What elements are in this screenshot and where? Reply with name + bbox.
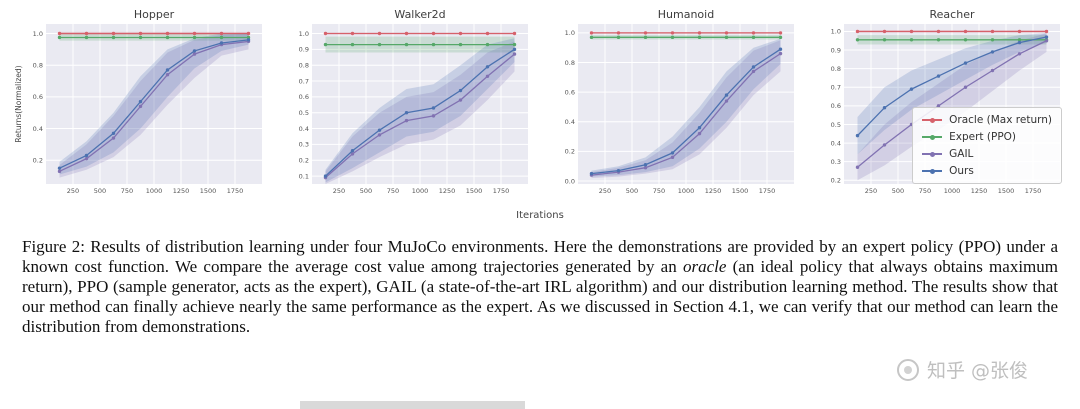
svg-text:Hopper: Hopper <box>134 8 175 21</box>
svg-text:500: 500 <box>626 187 638 195</box>
svg-text:750: 750 <box>387 187 399 195</box>
x-axis-label: Iterations <box>516 210 564 221</box>
svg-text:750: 750 <box>121 187 133 195</box>
svg-text:1500: 1500 <box>732 187 749 195</box>
svg-text:Humanoid: Humanoid <box>658 8 714 21</box>
caption-italic-oracle: oracle <box>682 257 727 276</box>
caption-text-2: (an ideal policy that always obtains max… <box>22 257 1058 336</box>
legend-line-sample-expert <box>922 134 943 140</box>
svg-text:1250: 1250 <box>971 187 988 195</box>
svg-text:Walker2d: Walker2d <box>394 8 445 21</box>
svg-text:0.2: 0.2 <box>565 148 575 156</box>
svg-text:750: 750 <box>919 187 931 195</box>
svg-text:0.5: 0.5 <box>831 121 841 129</box>
svg-text:0.2: 0.2 <box>831 177 841 185</box>
chart-plot: 250 500 750 1000 1250 1500 1750 0.1 0.2 0.3 0.4 0.5… <box>299 8 528 195</box>
svg-text:0.9: 0.9 <box>299 46 309 54</box>
svg-text:250: 250 <box>67 187 79 195</box>
legend-line-sample-gail <box>922 151 943 157</box>
svg-text:0.4: 0.4 <box>33 125 43 133</box>
svg-text:750: 750 <box>653 187 665 195</box>
svg-text:1250: 1250 <box>173 187 190 195</box>
chart-plot: 250 500 750 1000 1250 1500 1750 0.2 0.4 0.6 0.8 1.0… <box>14 8 262 195</box>
svg-text:1.0: 1.0 <box>831 28 841 36</box>
svg-text:0.8: 0.8 <box>565 59 575 67</box>
chart-plot: 250 500 750 1000 1250 1500 1750 0.0 0.2 0.4 0.6 0.8… <box>565 8 794 195</box>
svg-text:500: 500 <box>94 187 106 195</box>
svg-text:0.0: 0.0 <box>565 177 575 185</box>
figure-2: 250 500 750 1000 1250 1500 1750 0.2 0.4 0.6 0.8 1.0… <box>0 8 1080 409</box>
svg-text:0.8: 0.8 <box>299 61 309 69</box>
watermark-text: 知乎 @张俊 <box>926 360 1028 382</box>
svg-text:1000: 1000 <box>412 187 429 195</box>
legend-line-sample-ours <box>922 168 943 174</box>
svg-text:500: 500 <box>360 187 372 195</box>
legend-entry-oracle: Oracle (Max return) <box>922 114 1052 126</box>
svg-text:0.4: 0.4 <box>831 139 841 147</box>
chart-humanoid: 250 500 750 1000 1250 1500 1750 0.0 0.2 0.4 0.6 0.8… <box>546 8 800 212</box>
svg-text:0.8: 0.8 <box>33 61 43 69</box>
svg-text:0.3: 0.3 <box>831 158 841 166</box>
zhihu-logo-icon <box>896 358 919 381</box>
svg-text:250: 250 <box>865 187 877 195</box>
svg-text:1750: 1750 <box>759 187 776 195</box>
legend-label: GAIL <box>949 148 974 160</box>
chart-hopper: 250 500 750 1000 1250 1500 1750 0.2 0.4 0.6 0.8 1.0… <box>14 8 268 212</box>
svg-text:1500: 1500 <box>200 187 217 195</box>
svg-text:0.6: 0.6 <box>299 93 309 101</box>
figure-caption: Figure 2: Results of distribution learni… <box>22 237 1058 337</box>
svg-text:0.9: 0.9 <box>831 46 841 54</box>
svg-text:1000: 1000 <box>146 187 163 195</box>
svg-text:1500: 1500 <box>466 187 483 195</box>
legend-label: Ours <box>949 165 974 177</box>
svg-text:0.1: 0.1 <box>299 172 309 180</box>
svg-text:1.0: 1.0 <box>565 29 575 37</box>
legend-line-sample-oracle <box>922 117 943 123</box>
svg-text:250: 250 <box>333 187 345 195</box>
svg-text:0.4: 0.4 <box>565 118 575 126</box>
chart-walker2d: 250 500 750 1000 1250 1500 1750 0.1 0.2 0.3 0.4 0.5… <box>280 8 534 212</box>
svg-text:0.7: 0.7 <box>299 77 309 85</box>
legend-label: Oracle (Max return) <box>949 114 1052 126</box>
legend-entry-ours: Ours <box>922 165 1052 177</box>
svg-text:0.2: 0.2 <box>299 157 309 165</box>
svg-text:0.5: 0.5 <box>299 109 309 117</box>
svg-text:1.0: 1.0 <box>33 30 43 38</box>
svg-text:0.2: 0.2 <box>33 157 43 165</box>
svg-text:1750: 1750 <box>227 187 244 195</box>
svg-text:0.4: 0.4 <box>299 125 309 133</box>
svg-text:Returns(Normalized): Returns(Normalized) <box>14 65 23 142</box>
svg-text:0.6: 0.6 <box>33 93 43 101</box>
svg-text:0.6: 0.6 <box>831 102 841 110</box>
chart-reacher: 250 500 750 1000 1250 1500 1750 0.2 0.3 0.4 0.5 0.6… <box>812 8 1066 212</box>
caption-text-1: Figure 2: Results of distribution learni… <box>22 237 1058 276</box>
svg-text:1.0: 1.0 <box>299 30 309 38</box>
legend-entry-gail: GAIL <box>922 148 1052 160</box>
svg-text:Reacher: Reacher <box>930 8 975 21</box>
legend-entry-expert: Expert (PPO) <box>922 131 1052 143</box>
watermark: 知乎 @张俊 <box>896 356 1028 383</box>
svg-text:0.3: 0.3 <box>299 141 309 149</box>
svg-text:1750: 1750 <box>1025 187 1042 195</box>
chart-legend: Oracle (Max return) Expert (PPO) GAIL Ou… <box>912 107 1062 184</box>
svg-text:1500: 1500 <box>998 187 1015 195</box>
svg-text:0.6: 0.6 <box>565 88 575 96</box>
bottom-partial-element <box>300 401 525 409</box>
svg-text:500: 500 <box>892 187 904 195</box>
svg-text:1000: 1000 <box>944 187 961 195</box>
svg-text:0.8: 0.8 <box>831 65 841 73</box>
svg-text:250: 250 <box>599 187 611 195</box>
svg-text:1750: 1750 <box>493 187 510 195</box>
svg-text:1250: 1250 <box>439 187 456 195</box>
svg-text:1250: 1250 <box>705 187 722 195</box>
svg-text:1000: 1000 <box>678 187 695 195</box>
svg-text:0.7: 0.7 <box>831 84 841 92</box>
legend-label: Expert (PPO) <box>949 131 1017 143</box>
charts-row: 250 500 750 1000 1250 1500 1750 0.2 0.4 0.6 0.8 1.0… <box>14 8 1080 212</box>
